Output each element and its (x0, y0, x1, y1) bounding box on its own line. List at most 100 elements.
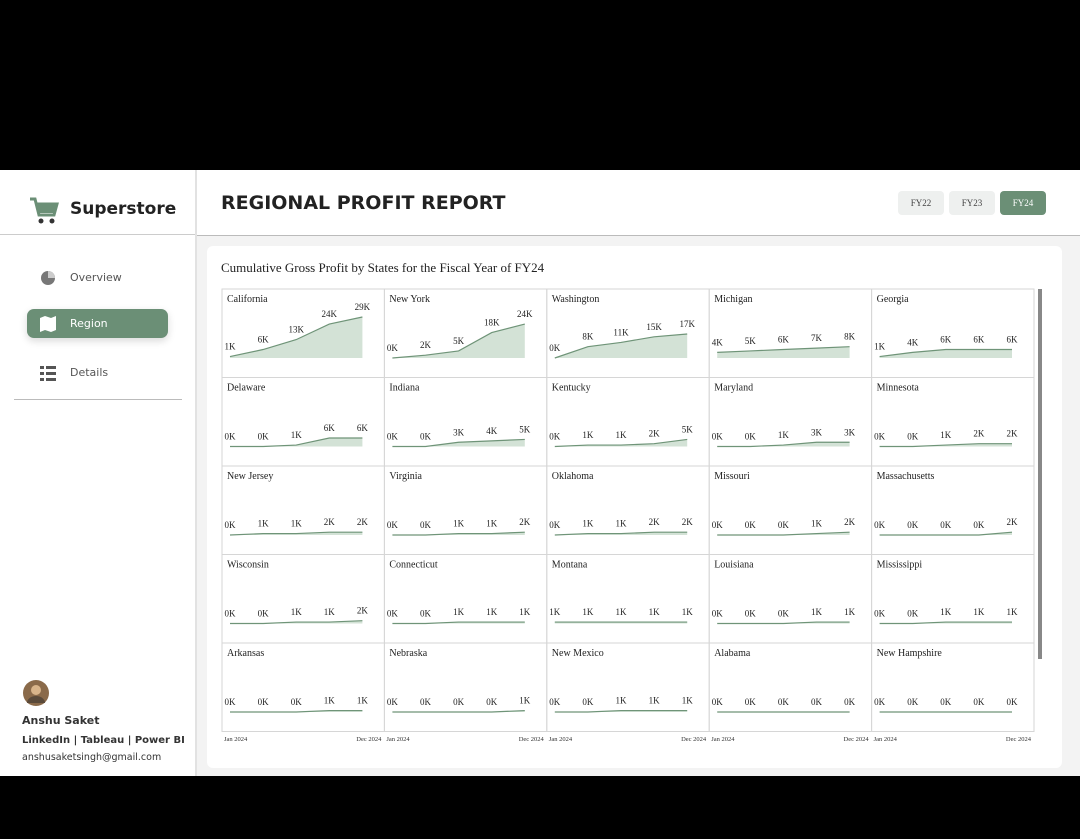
area (392, 532, 525, 535)
panel-title: New Mexico (552, 648, 604, 659)
filter-button[interactable]: FY24 (1000, 191, 1046, 215)
data-label: 0K (1007, 697, 1019, 707)
nav-item[interactable]: Details (27, 358, 168, 387)
data-label: 8K (582, 332, 594, 342)
data-label: 2K (973, 429, 985, 439)
data-label: 0K (258, 609, 270, 619)
line (230, 620, 363, 625)
data-label: 0K (420, 609, 432, 619)
data-label: 2K (844, 517, 856, 527)
data-label: 1K (486, 607, 498, 617)
data-label: 6K (940, 335, 952, 345)
scrollbar[interactable] (1038, 289, 1042, 659)
data-label: 0K (907, 432, 919, 442)
data-label: 0K (291, 697, 303, 707)
panel-title: Minnesota (877, 383, 920, 394)
line (717, 346, 850, 353)
data-label: 0K (453, 697, 465, 707)
area (879, 349, 1012, 358)
line (554, 438, 688, 448)
data-label: 2K (1007, 517, 1019, 527)
page-title: REGIONAL PROFIT REPORT (221, 192, 506, 214)
data-label: 1K (582, 430, 594, 440)
data-label: 0K (973, 520, 985, 530)
data-label: 0K (712, 609, 724, 619)
avatar (23, 680, 49, 706)
header: REGIONAL PROFIT REPORT FY22 FY23 FY24 (197, 170, 1080, 236)
data-label: 0K (486, 697, 498, 707)
data-label: 1K (357, 696, 369, 706)
data-label: 0K (549, 697, 561, 707)
filter-button[interactable]: FY23 (949, 191, 995, 215)
panel-title: Virginia (389, 471, 422, 482)
divider (14, 399, 182, 400)
data-label: 0K (582, 697, 594, 707)
data-label: 2K (649, 429, 661, 439)
line (230, 437, 363, 448)
area (230, 438, 363, 447)
data-label: 0K (907, 520, 919, 530)
data-label: 0K (387, 609, 399, 619)
cart-icon (30, 197, 59, 224)
area (717, 532, 850, 535)
data-label: 0K (712, 432, 724, 442)
nav-item[interactable]: Overview (27, 263, 168, 292)
data-label: 0K (712, 520, 724, 530)
x-axis-label: Dec 2024 (356, 736, 382, 743)
line (554, 709, 688, 713)
data-label: 1K (616, 696, 628, 706)
data-label: 4K (907, 337, 919, 347)
data-label: 0K (387, 697, 399, 707)
nav-item[interactable]: Region (27, 309, 168, 338)
data-label: 1K (682, 696, 694, 706)
filter-button[interactable]: FY22 (898, 191, 944, 215)
area (717, 442, 850, 447)
line (879, 531, 1013, 536)
profile-email[interactable]: anshusaketsingh@gmail.com (22, 752, 162, 763)
panel-title: Arkansas (227, 648, 264, 659)
nav-label: Region (70, 317, 108, 330)
data-label: 1K (486, 519, 498, 529)
panel-title: Massachusetts (877, 471, 935, 482)
data-label: 0K (420, 520, 432, 530)
data-label: 24K (322, 309, 338, 319)
data-label: 1K (940, 430, 952, 440)
data-label: 6K (778, 335, 790, 345)
data-label: 1K (940, 607, 952, 617)
nav-label: Details (70, 366, 109, 379)
data-label: 6K (973, 335, 985, 345)
panel-title: Alabama (714, 648, 751, 659)
data-label: 1K (258, 519, 270, 529)
panel-title: Oklahoma (552, 471, 594, 482)
data-label: 4K (712, 337, 724, 347)
data-label: 0K (745, 520, 757, 530)
line (392, 621, 525, 625)
data-label: 0K (387, 432, 399, 442)
data-label: 1K (324, 696, 336, 706)
data-label: 2K (682, 517, 694, 527)
line (229, 316, 363, 358)
data-label: 0K (745, 697, 757, 707)
data-label: 1K (582, 607, 594, 617)
profile-links[interactable]: LinkedIn | Tableau | Power BI (22, 735, 185, 746)
data-label: 1K (225, 342, 237, 352)
data-label: 0K (258, 432, 270, 442)
data-label: 0K (712, 697, 724, 707)
line (392, 323, 525, 359)
data-label: 1K (519, 607, 531, 617)
data-label: 1K (291, 607, 303, 617)
data-label: 18K (484, 318, 500, 328)
panel-title: Michigan (714, 294, 752, 305)
line (717, 531, 850, 536)
data-label: 5K (453, 336, 465, 346)
data-label: 2K (420, 340, 432, 350)
panel-title: Louisiana (714, 560, 754, 571)
panel-title: New York (389, 294, 430, 305)
data-label: 0K (907, 697, 919, 707)
x-axis-label: Dec 2024 (681, 736, 707, 743)
panel-title: New Hampshire (877, 648, 943, 659)
data-label: 6K (357, 423, 369, 433)
panel-title: Georgia (877, 294, 910, 305)
